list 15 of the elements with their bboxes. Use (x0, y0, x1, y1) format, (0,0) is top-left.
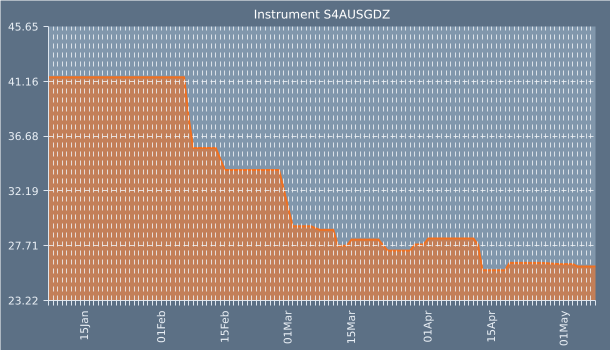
y-tick-label: 27.71 (8, 240, 39, 253)
y-tick-label: 45.65 (8, 20, 39, 34)
x-tick-label: 01Apr (422, 310, 435, 342)
x-tick-label: 01May (557, 310, 570, 346)
y-tick-label: 36.68 (8, 130, 39, 144)
y-tick-label: 23.22 (8, 294, 39, 308)
x-tick-label: 01Feb (155, 310, 168, 343)
x-tick-label: 01Mar (282, 310, 295, 344)
x-tick-label: 15Feb (218, 310, 232, 343)
y-tick-label: 32.19 (8, 184, 39, 198)
x-tick-label: 15Mar (344, 310, 358, 344)
x-tick-label: 15Jan (78, 310, 92, 340)
x-tick-label: 15Apr (485, 310, 498, 342)
y-tick-label: 41.16 (8, 75, 39, 88)
chart-title: Instrument S4AUSGDZ (254, 8, 390, 22)
